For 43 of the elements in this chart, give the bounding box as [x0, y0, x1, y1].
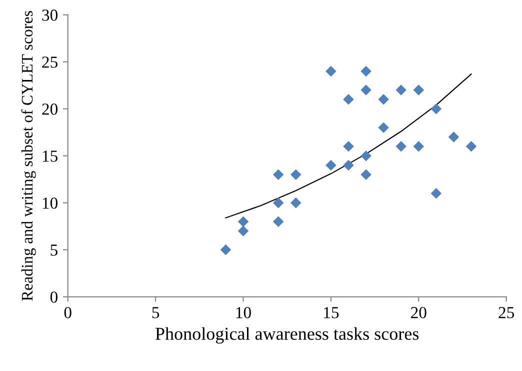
point — [430, 188, 442, 199]
point — [272, 216, 284, 227]
line-series — [225, 73, 472, 218]
y-axis-title: Reading and writing subset of CYLET scores — [21, 11, 36, 301]
point — [413, 141, 424, 152]
point — [413, 84, 424, 96]
x-axis-title: Phonological awareness tasks scores — [155, 327, 419, 344]
x-tick-label: 10 — [236, 307, 251, 318]
point — [430, 103, 442, 114]
y-tick-label: 0 — [50, 292, 58, 303]
point — [290, 169, 302, 180]
point — [290, 197, 302, 208]
y-tick-label: 5 — [50, 244, 58, 256]
point — [238, 216, 249, 227]
point — [326, 160, 336, 171]
point — [343, 141, 354, 152]
point — [378, 94, 389, 105]
point — [326, 66, 336, 77]
point — [448, 132, 460, 142]
point — [238, 226, 249, 236]
y-tick-label: 20 — [42, 104, 58, 115]
point — [272, 169, 284, 180]
point — [396, 84, 406, 96]
point — [360, 150, 372, 162]
x-tick-label: 20 — [411, 307, 426, 318]
x-tick-label: 5 — [152, 307, 160, 318]
point — [396, 141, 406, 152]
y-tick-label: 25 — [42, 56, 58, 68]
point — [343, 160, 354, 171]
point — [466, 141, 477, 152]
point — [272, 197, 284, 208]
x-tick-label: 0 — [64, 307, 72, 318]
point — [360, 169, 372, 180]
point — [343, 94, 354, 105]
point — [378, 122, 389, 134]
x-tick-label: 25 — [498, 307, 514, 318]
point — [360, 84, 372, 96]
y-tick-label: 30 — [42, 10, 58, 21]
point — [360, 66, 372, 77]
y-tick-label: 15 — [42, 150, 58, 162]
point — [220, 244, 232, 256]
y-tick-label: 10 — [42, 198, 58, 209]
x-tick-label: 15 — [324, 307, 339, 318]
